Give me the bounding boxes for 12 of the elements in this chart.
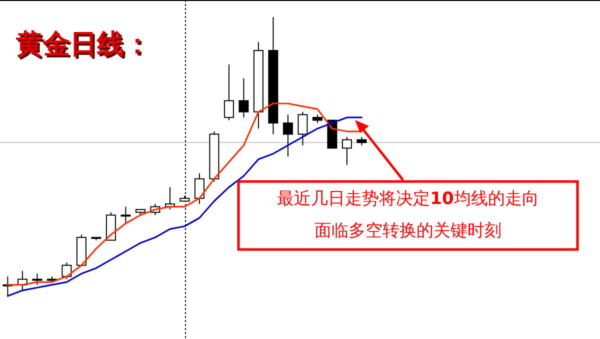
text: 黄金日线： bbox=[17, 31, 153, 61]
annotation: 面临多空转换的关键时刻 bbox=[314, 221, 502, 241]
candlestick bbox=[342, 136, 352, 166]
annotation: 最近几日走势将决定10均线的走向 bbox=[277, 189, 539, 209]
candlestick bbox=[224, 64, 234, 121]
candlestick bbox=[62, 262, 72, 280]
candlestick bbox=[32, 273, 42, 286]
candlestick bbox=[238, 78, 249, 118]
candlestick bbox=[282, 114, 293, 157]
candlestick bbox=[120, 206, 131, 224]
candlestick bbox=[298, 111, 308, 146]
candlestick bbox=[194, 172, 204, 204]
